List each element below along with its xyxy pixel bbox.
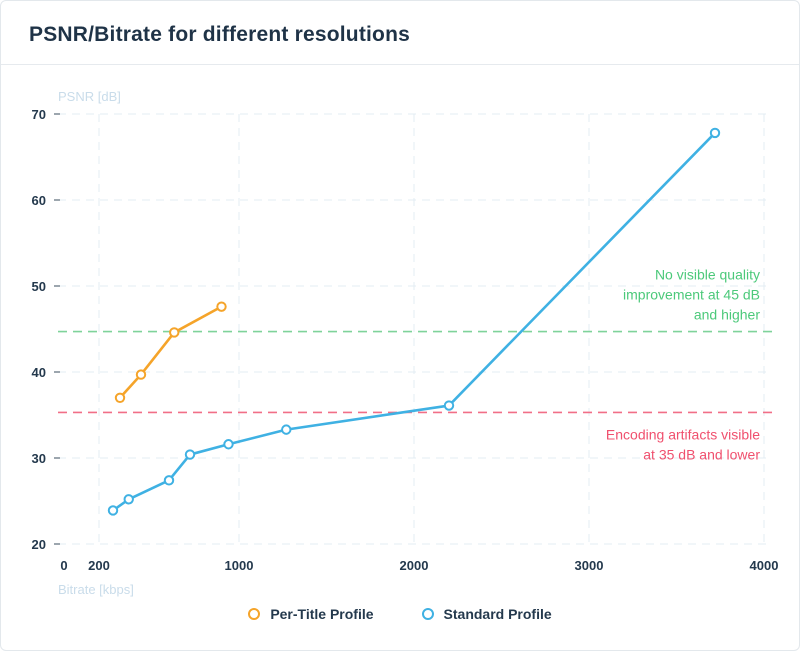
reference-annotation: and higher	[694, 307, 761, 323]
data-point	[216, 301, 227, 312]
data-point	[107, 505, 119, 516]
data-point	[184, 449, 196, 460]
series-line	[111, 131, 717, 512]
data-point	[223, 439, 234, 450]
x-tick-label: 2000	[400, 558, 429, 573]
data-point	[114, 392, 126, 403]
legend-item: Standard Profile	[421, 606, 552, 622]
y-tick-label: 70	[32, 107, 46, 122]
data-point	[281, 424, 292, 435]
y-tick-label: 40	[32, 365, 46, 380]
data-point	[709, 127, 721, 139]
reference-annotation: at 35 dB and lower	[643, 446, 760, 462]
legend-item: Per-Title Profile	[248, 606, 374, 622]
y-tick-label: 50	[32, 279, 46, 294]
x-axis-title: Bitrate [kbps]	[58, 582, 134, 597]
x-tick-label: 0	[60, 558, 67, 573]
reference-annotation: Encoding artifacts visible	[606, 426, 760, 442]
data-point	[123, 494, 134, 505]
y-tick-label: 60	[32, 193, 46, 208]
y-tick-label: 20	[32, 537, 46, 552]
series-line	[118, 305, 223, 400]
reference-annotation: No visible quality	[655, 267, 760, 283]
x-tick-label: 3000	[575, 558, 604, 573]
x-tick-label: 1000	[225, 558, 254, 573]
legend: Per-Title Profile Standard Profile	[0, 606, 800, 622]
reference-annotation: improvement at 45 dB	[623, 287, 760, 303]
legend-label: Standard Profile	[443, 606, 552, 622]
x-tick-label: 4000	[750, 558, 779, 573]
data-point	[169, 327, 180, 338]
data-point	[443, 400, 455, 411]
y-axis-title: PSNR [dB]	[58, 89, 121, 104]
card-header: PSNR/Bitrate for different resolutions	[1, 1, 799, 65]
legend-marker	[248, 608, 261, 620]
data-point	[135, 369, 147, 380]
x-tick-label: 200	[88, 558, 110, 573]
page-title: PSNR/Bitrate for different resolutions	[29, 23, 410, 46]
y-tick-label: 30	[32, 451, 46, 466]
legend-label: Per-Title Profile	[270, 606, 374, 622]
legend-marker	[421, 608, 434, 620]
data-point	[163, 475, 175, 486]
